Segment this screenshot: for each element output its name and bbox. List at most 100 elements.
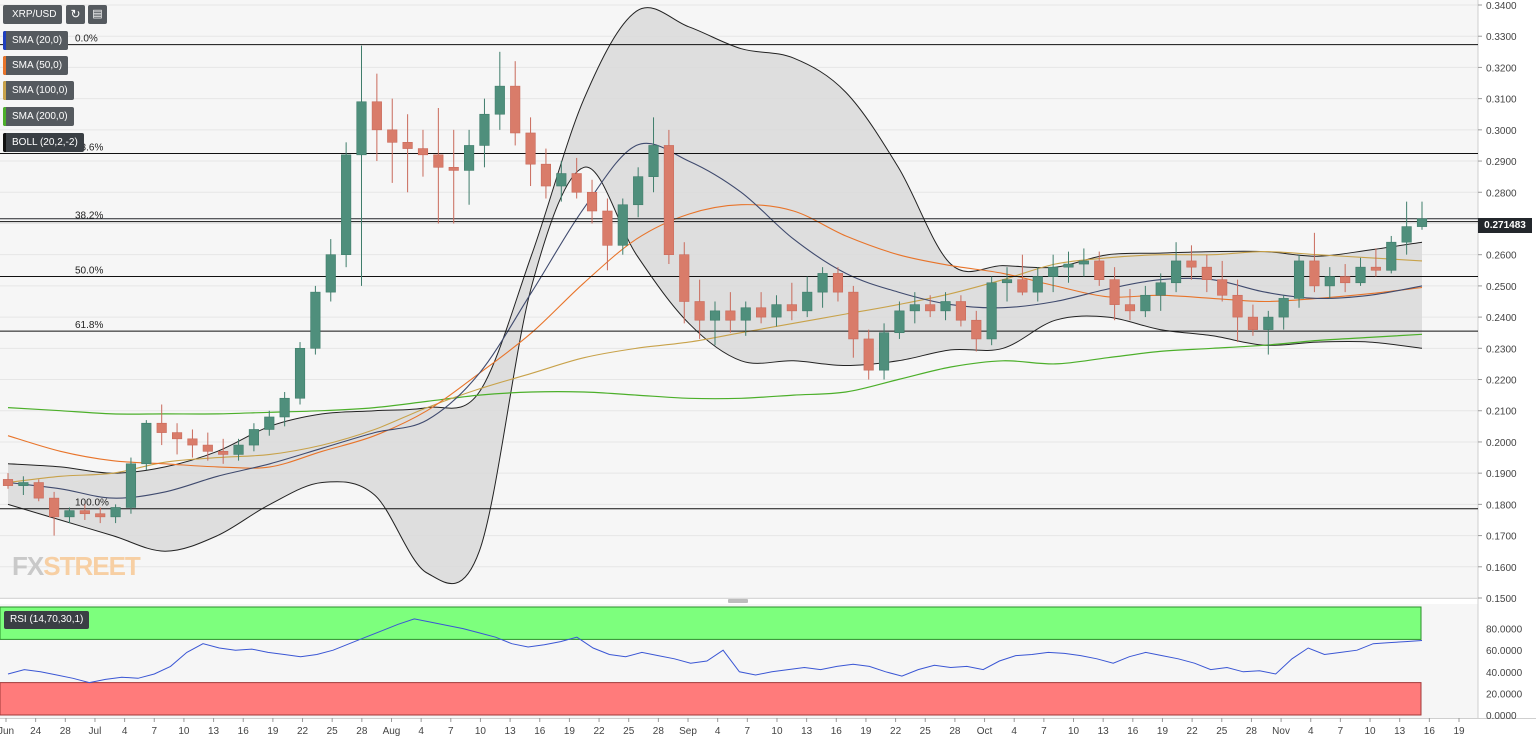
candle-body: [510, 85, 521, 134]
candle-body: [940, 301, 951, 312]
rsi-tick-label: 60.0000: [1486, 646, 1523, 657]
indicator-label: SMA (20,0): [12, 35, 63, 46]
y-tick-label: 0.3300: [1486, 32, 1517, 43]
x-tick-label: 10: [1068, 726, 1080, 737]
candle-body: [1109, 279, 1120, 305]
x-tick-label: 10: [771, 726, 783, 737]
indicator-sma100[interactable]: SMA (100,0): [3, 81, 74, 100]
candle-body: [786, 304, 797, 312]
candle-body: [525, 132, 536, 165]
candle-body: [402, 142, 413, 149]
x-tick-label: 25: [327, 726, 339, 737]
candle-body: [617, 204, 628, 246]
refresh-icon[interactable]: ↻: [66, 5, 85, 24]
candle-body: [1032, 276, 1043, 293]
candle-body: [1140, 294, 1151, 312]
x-tick-label: 4: [1308, 726, 1314, 737]
x-tick-label: 16: [534, 726, 546, 737]
y-tick-label: 0.2400: [1486, 313, 1517, 324]
candle-body: [648, 145, 659, 177]
x-tick-label: 13: [1394, 726, 1406, 737]
candle-body: [233, 444, 244, 455]
indicator-sma200[interactable]: SMA (200,0): [3, 107, 74, 126]
rsi-tag[interactable]: RSI (14,70,30,1): [4, 611, 90, 629]
x-tick-label: 16: [831, 726, 843, 737]
candle-body: [356, 101, 367, 156]
x-tick-label: 22: [297, 726, 309, 737]
x-tick-label: 4: [715, 726, 721, 737]
x-tick-label: 19: [860, 726, 872, 737]
x-tick-label: 22: [1187, 726, 1199, 737]
bollinger-lower-line: [7, 166, 1423, 585]
candle-body: [1232, 294, 1243, 318]
fib-label: 23.6%: [75, 143, 103, 154]
candle-body: [1017, 279, 1028, 293]
candle-body: [663, 145, 674, 255]
candle-body: [971, 319, 982, 340]
candle-body: [464, 145, 475, 171]
indicator-boll[interactable]: BOLL (20,2,-2): [3, 133, 84, 152]
indicator-label: SMA (50,0): [12, 60, 63, 71]
candle-body: [1247, 316, 1258, 330]
rsi-label: RSI (14,70,30,1): [10, 614, 84, 625]
x-tick-label: 28: [653, 726, 665, 737]
candle-body: [95, 513, 106, 518]
candle-body: [832, 273, 844, 293]
candle-body: [49, 497, 60, 518]
y-tick-label: 0.1800: [1486, 500, 1517, 511]
symbol-label: XRP/USD: [12, 9, 57, 20]
indicator-swatch: [3, 133, 6, 152]
candle-body: [1155, 282, 1166, 296]
fib-label: 61.8%: [75, 320, 103, 331]
candle-body: [156, 422, 167, 433]
x-tick-label: 7: [448, 726, 454, 737]
current-price-tag: 0.271483: [1478, 218, 1532, 233]
candle-body: [417, 148, 429, 156]
indicator-label: SMA (100,0): [12, 85, 68, 96]
x-tick-label: Sep: [679, 726, 697, 737]
indicator-sma20[interactable]: SMA (20,0): [3, 31, 69, 50]
candle-body: [1355, 266, 1366, 284]
candle-body: [248, 429, 259, 446]
x-tick-label: 7: [745, 726, 751, 737]
x-tick-label: 10: [475, 726, 487, 737]
candle-body: [1217, 279, 1228, 296]
symbol-tag[interactable]: XRP/USD: [3, 5, 63, 24]
candle-body: [1263, 316, 1274, 330]
y-tick-label: 0.3000: [1486, 126, 1517, 137]
x-tick-label: 16: [1424, 726, 1436, 737]
fib-label: 38.2%: [75, 211, 103, 222]
y-tick-label: 0.2500: [1486, 282, 1517, 293]
sma-200-line: [7, 333, 1423, 415]
candle-body: [802, 291, 813, 312]
x-tick-label: Nov: [1272, 726, 1290, 737]
rsi-oversold-zone: [0, 682, 1422, 716]
x-tick-label: 28: [949, 726, 961, 737]
y-tick-label: 0.3100: [1486, 95, 1517, 106]
rsi-tick-label: 80.0000: [1486, 625, 1523, 636]
candle-body: [387, 129, 398, 143]
candle-body: [141, 422, 152, 465]
y-tick-label: 0.2100: [1486, 407, 1517, 418]
candle-body: [1370, 266, 1381, 271]
candle-body: [1171, 260, 1182, 284]
x-tick-label: 16: [1127, 726, 1139, 737]
bollinger-band-fill: [8, 7, 1422, 584]
candle-body: [571, 173, 582, 193]
candle-body: [64, 510, 75, 518]
x-tick-label: 13: [1098, 726, 1110, 737]
bar-chart-icon[interactable]: ▤: [88, 5, 107, 24]
candle-body: [1201, 266, 1212, 280]
x-tick-label: 19: [1157, 726, 1169, 737]
y-tick-label: 0.1500: [1486, 594, 1517, 605]
x-tick-label: 13: [801, 726, 813, 737]
indicator-sma50[interactable]: SMA (50,0): [3, 56, 69, 75]
current-price-label: 0.271483: [1484, 220, 1526, 231]
candle-body: [1416, 218, 1428, 227]
candle-body: [33, 482, 44, 499]
candle-body: [1401, 226, 1412, 243]
candle-body: [1048, 266, 1059, 277]
candle-body: [172, 432, 183, 440]
candle-body: [1001, 279, 1013, 284]
